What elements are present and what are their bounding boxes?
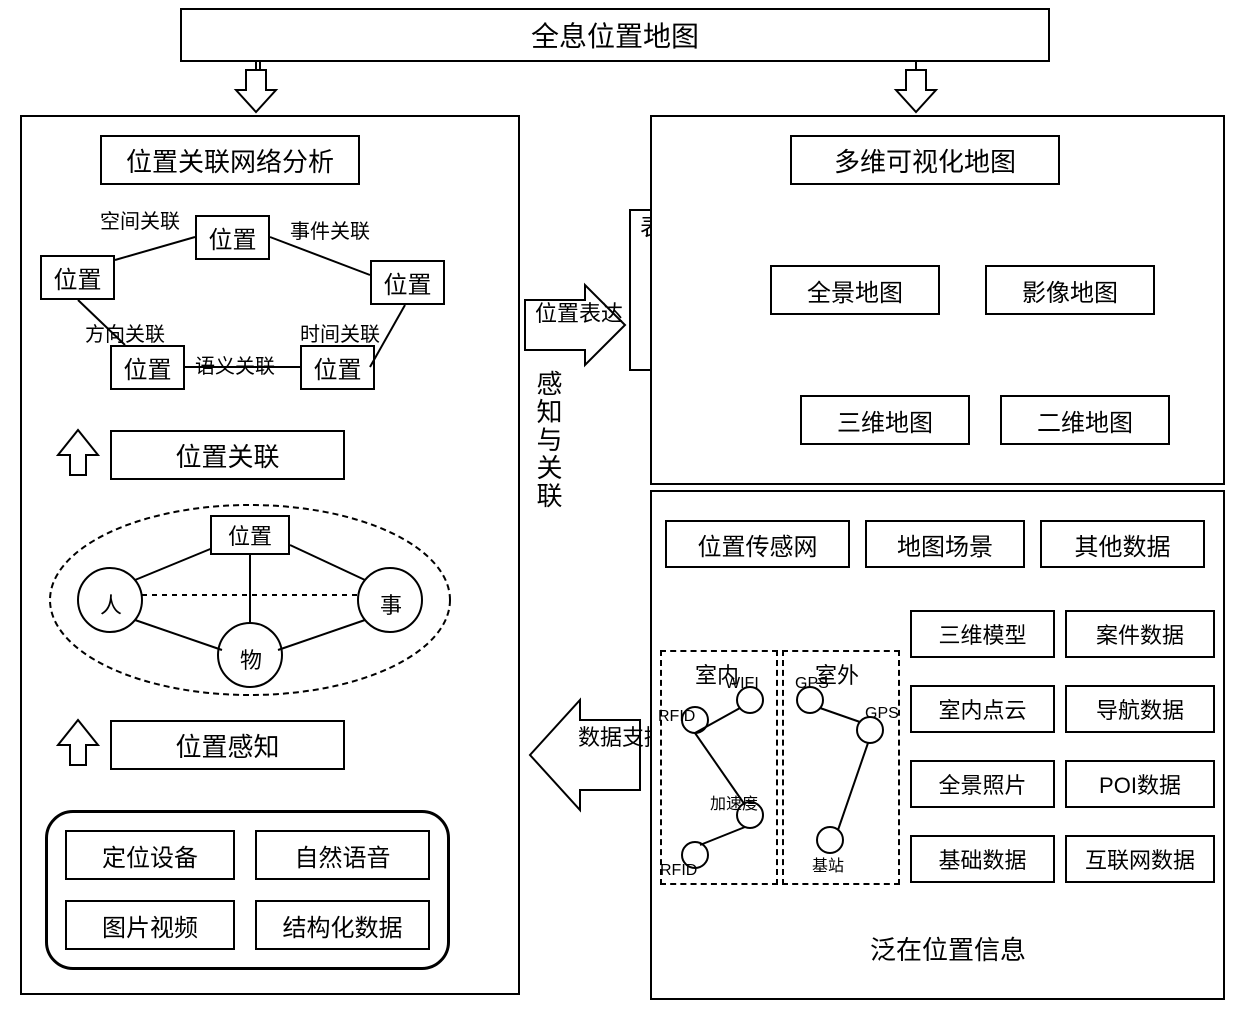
- edge-label-4: 语义关联: [195, 350, 275, 379]
- right-top-header: 多维可视化地图: [790, 135, 1060, 185]
- bottom-a: 定位设备: [65, 830, 235, 880]
- in-d: RFID: [660, 862, 697, 880]
- c1a: 三维模型: [910, 610, 1055, 658]
- assoc-box: 位置关联: [110, 430, 345, 480]
- title-box: 全息位置地图: [180, 8, 1050, 62]
- rb-r1c: 其他数据: [1040, 520, 1205, 568]
- bottom-c: 图片视频: [65, 900, 235, 950]
- rt-a: 全景地图: [770, 265, 940, 315]
- ellipse-bottom: 物: [240, 643, 262, 675]
- bottom-d: 结构化数据: [255, 900, 430, 950]
- arrow-left-label: 数据支撑: [578, 725, 633, 751]
- out-a: GPS: [795, 675, 829, 693]
- ellipse-left: 人: [100, 588, 122, 620]
- net-node-1: 位置: [40, 255, 115, 300]
- in-c: 加速度: [710, 790, 758, 814]
- in-a: RFID: [658, 708, 695, 726]
- c2a: 案件数据: [1065, 610, 1215, 658]
- rt-c: 三维地图: [800, 395, 970, 445]
- mid-vtext1: 感知与关联: [530, 370, 567, 510]
- rb-r1a: 位置传感网: [665, 520, 850, 568]
- net-node-3: 位置: [370, 260, 445, 305]
- left-header: 位置关联网络分析: [100, 135, 360, 185]
- out-c: 基站: [812, 852, 844, 876]
- c1c: 全景照片: [910, 760, 1055, 808]
- c2c: POI数据: [1065, 760, 1215, 808]
- edge-label-2: 事件关联: [290, 215, 370, 244]
- out-b: GPS: [865, 705, 899, 723]
- c2d: 互联网数据: [1065, 835, 1215, 883]
- c1d: 基础数据: [910, 835, 1055, 883]
- in-b: WIFI: [725, 675, 759, 693]
- c1b: 室内点云: [910, 685, 1055, 733]
- sense-box: 位置感知: [110, 720, 345, 770]
- rb-footer: 泛在位置信息: [870, 930, 1026, 967]
- net-node-2: 位置: [195, 215, 270, 260]
- ellipse-right: 事: [380, 588, 402, 620]
- bottom-b: 自然语音: [255, 830, 430, 880]
- c2b: 导航数据: [1065, 685, 1215, 733]
- rb-r1b: 地图场景: [865, 520, 1025, 568]
- edge-label-3: 方向关联: [85, 318, 165, 347]
- arrow-right-label: 位置表达: [535, 302, 585, 326]
- net-node-5: 位置: [300, 345, 375, 390]
- left-header-text: 位置关联网络分析: [126, 142, 334, 179]
- title-text: 全息位置地图: [531, 15, 699, 55]
- rt-d: 二维地图: [1000, 395, 1170, 445]
- ellipse-top: 位置: [210, 515, 290, 555]
- edge-label-1: 空间关联: [100, 205, 180, 234]
- rt-b: 影像地图: [985, 265, 1155, 315]
- net-node-4: 位置: [110, 345, 185, 390]
- edge-label-5: 时间关联: [300, 318, 380, 347]
